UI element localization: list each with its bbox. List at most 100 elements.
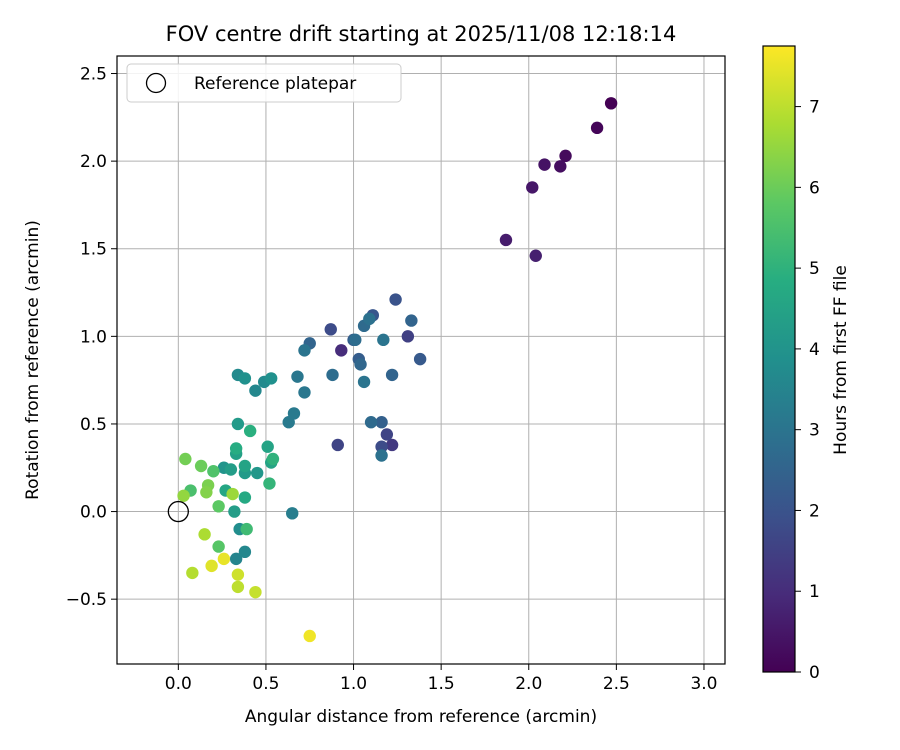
scatter-point bbox=[326, 368, 339, 382]
x-tick-label: 3.0 bbox=[690, 674, 717, 694]
scatter-point bbox=[590, 121, 604, 135]
scatter-point bbox=[413, 352, 427, 366]
scatter-point bbox=[389, 293, 402, 306]
scatter-point bbox=[331, 438, 344, 452]
scatter-point bbox=[177, 489, 190, 502]
legend-reference-marker bbox=[145, 72, 167, 94]
scatter-point bbox=[212, 500, 225, 513]
scatter-points bbox=[177, 97, 618, 643]
y-tick-label: 2.5 bbox=[80, 65, 107, 85]
scatter-point bbox=[231, 580, 245, 594]
legend-label-reference-platepar: Reference platepar bbox=[194, 74, 356, 94]
axes-frame bbox=[116, 55, 726, 665]
scatter-point bbox=[212, 540, 225, 553]
y-tick-label: 1.5 bbox=[80, 240, 107, 260]
scatter-point bbox=[377, 333, 390, 347]
x-tick-label: 1.5 bbox=[428, 674, 455, 694]
reference-platepar-marker bbox=[167, 500, 189, 523]
y-tick-label: 0.5 bbox=[80, 415, 107, 435]
scatter-point bbox=[554, 160, 567, 173]
scatter-point bbox=[179, 452, 192, 466]
scatter-point bbox=[526, 181, 539, 194]
scatter-point bbox=[401, 330, 415, 343]
scatter-point bbox=[324, 323, 337, 336]
scatter-point bbox=[335, 344, 348, 357]
colorbar-ticks: 0 1 2 3 4 5 6 7 bbox=[795, 98, 820, 683]
scatter-point bbox=[354, 358, 367, 371]
x-ticks: 0.0 0.5 1.0 1.5 2.0 2.5 3.0 bbox=[165, 664, 717, 694]
x-tick-label: 1.0 bbox=[340, 674, 367, 694]
scatter-point bbox=[240, 522, 253, 536]
y-ticks: −0.5 0.0 0.5 1.0 1.5 2.0 2.5 bbox=[66, 65, 117, 610]
scatter-point bbox=[228, 505, 241, 518]
scatter-point bbox=[375, 440, 388, 453]
x-tick-label: 2.0 bbox=[515, 674, 542, 694]
scatter-point bbox=[559, 149, 572, 163]
colorbar-tick-label: 7 bbox=[809, 98, 820, 118]
colorbar-frame bbox=[762, 45, 796, 673]
scatter-point bbox=[364, 416, 378, 429]
scatter-point bbox=[229, 552, 243, 566]
scatter-point bbox=[349, 333, 362, 347]
scatter-point bbox=[264, 372, 278, 385]
scatter-point bbox=[249, 384, 262, 397]
colorbar-tick-label: 2 bbox=[809, 501, 820, 521]
scatter-point bbox=[205, 559, 218, 573]
scatter-point bbox=[200, 486, 213, 499]
scatter-point bbox=[243, 424, 257, 438]
scatter-point bbox=[357, 375, 371, 389]
colorbar-tick-label: 3 bbox=[809, 421, 820, 441]
scatter-point bbox=[194, 459, 208, 473]
scatter-point bbox=[231, 568, 245, 581]
scatter-point bbox=[238, 491, 252, 504]
x-tick-label: 0.0 bbox=[165, 674, 192, 694]
colorbar-label: Hours from first FF file bbox=[831, 265, 851, 455]
scatter-point bbox=[249, 585, 262, 599]
scatter-point bbox=[499, 233, 513, 247]
y-axis-label: Rotation from reference (arcmin) bbox=[23, 220, 43, 500]
y-tick-label: 2.0 bbox=[80, 152, 107, 172]
scatter-point bbox=[385, 368, 399, 382]
scatter-point bbox=[226, 487, 239, 501]
scatter-point bbox=[266, 452, 280, 466]
x-tick-label: 2.5 bbox=[603, 674, 630, 694]
colorbar-tick-label: 0 bbox=[809, 663, 820, 683]
scatter-point bbox=[298, 344, 311, 357]
legend-box bbox=[126, 63, 402, 103]
scatter-point bbox=[231, 417, 245, 431]
scatter-point bbox=[186, 566, 199, 580]
scatter-point bbox=[238, 545, 252, 559]
scatter-point bbox=[287, 407, 301, 420]
colorbar-tick-label: 5 bbox=[809, 259, 820, 279]
y-tick-label: 0.0 bbox=[80, 503, 107, 523]
y-tick-label: 1.0 bbox=[80, 327, 107, 347]
scatter-point bbox=[250, 466, 264, 480]
scatter-point bbox=[375, 416, 388, 429]
colorbar-tick-label: 4 bbox=[809, 340, 820, 360]
colorbar-tick-label: 1 bbox=[809, 582, 820, 602]
scatter-point bbox=[261, 440, 274, 453]
scatter-point bbox=[217, 552, 231, 566]
scatter-point bbox=[405, 314, 418, 327]
colorbar: 0 1 2 3 4 5 6 7 Hours from first FF file bbox=[762, 45, 851, 683]
scatter-point bbox=[286, 507, 299, 520]
scatter-point bbox=[538, 158, 551, 171]
colorbar-gradient bbox=[763, 46, 795, 672]
scatter-point bbox=[363, 312, 376, 326]
scatter-point bbox=[380, 428, 394, 441]
x-axis-label: Angular distance from reference (arcmin) bbox=[245, 707, 597, 727]
scatter-point bbox=[224, 463, 238, 476]
legend: Reference platepar bbox=[126, 63, 402, 103]
y-tick-label: −0.5 bbox=[66, 590, 107, 610]
scatter-point bbox=[207, 465, 220, 478]
chart-title: FOV centre drift starting at 2025/11/08 … bbox=[166, 22, 677, 46]
scatter-point bbox=[604, 97, 618, 110]
scatter-point bbox=[385, 438, 399, 452]
scatter-point bbox=[529, 249, 542, 262]
x-tick-label: 0.5 bbox=[252, 674, 279, 694]
scatter-point bbox=[238, 459, 252, 473]
scatter-point bbox=[238, 372, 252, 385]
scatter-point bbox=[303, 629, 316, 643]
colorbar-tick-label: 6 bbox=[809, 178, 820, 198]
